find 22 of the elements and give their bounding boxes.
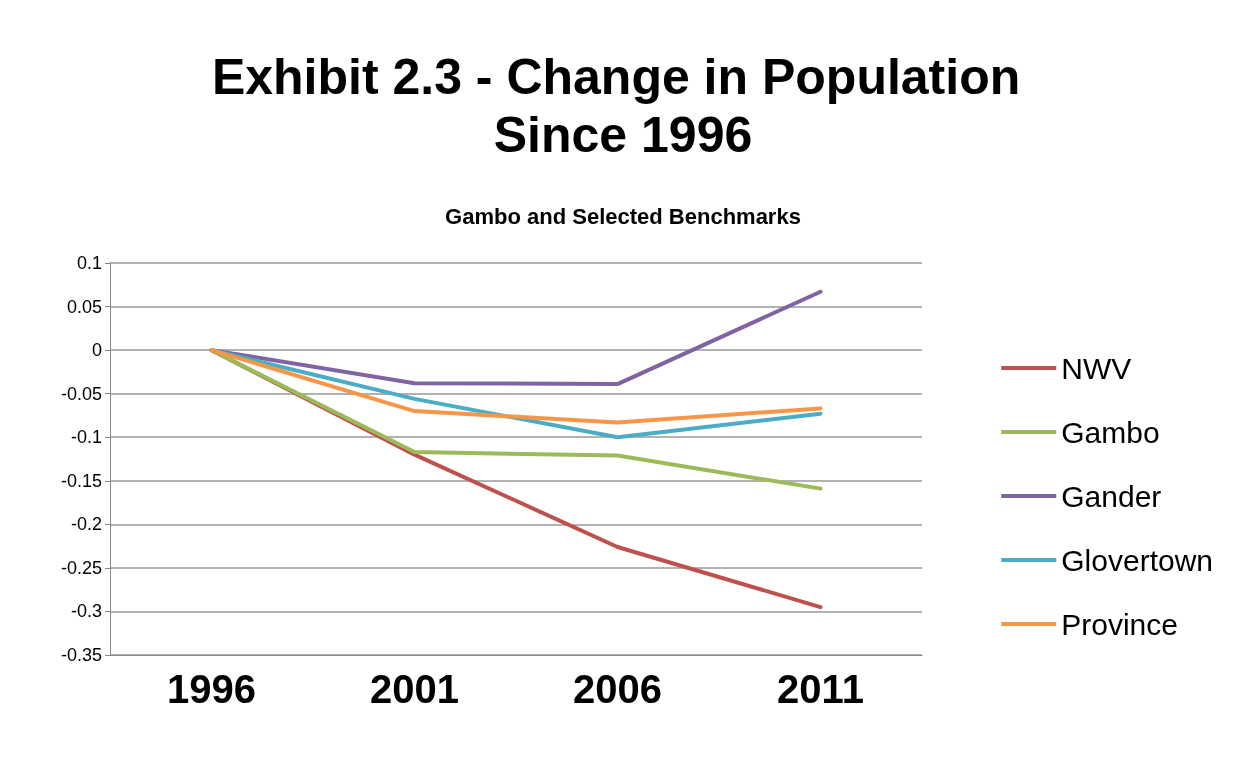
legend-label: Province bbox=[1061, 607, 1178, 641]
legend-label: Glovertown bbox=[1061, 543, 1214, 577]
x-tick-label: 1996 bbox=[167, 667, 256, 711]
x-tick-label: 2001 bbox=[370, 667, 459, 711]
y-tick-label: -0.25 bbox=[60, 557, 102, 578]
y-tick-label: 0 bbox=[91, 340, 102, 361]
y-tick-label: -0.05 bbox=[60, 383, 102, 404]
legend-label: NWV bbox=[1061, 351, 1132, 385]
x-tick-label: 2011 bbox=[777, 667, 864, 711]
y-tick-label: -0.3 bbox=[70, 601, 102, 622]
y-tick-label: 0.05 bbox=[66, 296, 102, 317]
chart-title: Exhibit 2.3 - Change in Population Since 1996 bbox=[211, 49, 1035, 163]
legend-label: Gander bbox=[1061, 479, 1162, 513]
chart-subtitle: Gambo and Selected Benchmarks bbox=[445, 203, 801, 229]
y-tick-label: -0.2 bbox=[70, 514, 102, 535]
y-tick-label: 0.1 bbox=[76, 253, 102, 273]
line-series bbox=[209, 348, 823, 425]
y-tick-label: -0.15 bbox=[60, 470, 102, 491]
legend-label: Gambo bbox=[1061, 415, 1160, 449]
y-tick-label: -0.35 bbox=[60, 645, 102, 665]
x-tick-label: 2006 bbox=[573, 667, 662, 711]
y-tick-label: -0.1 bbox=[70, 427, 102, 448]
